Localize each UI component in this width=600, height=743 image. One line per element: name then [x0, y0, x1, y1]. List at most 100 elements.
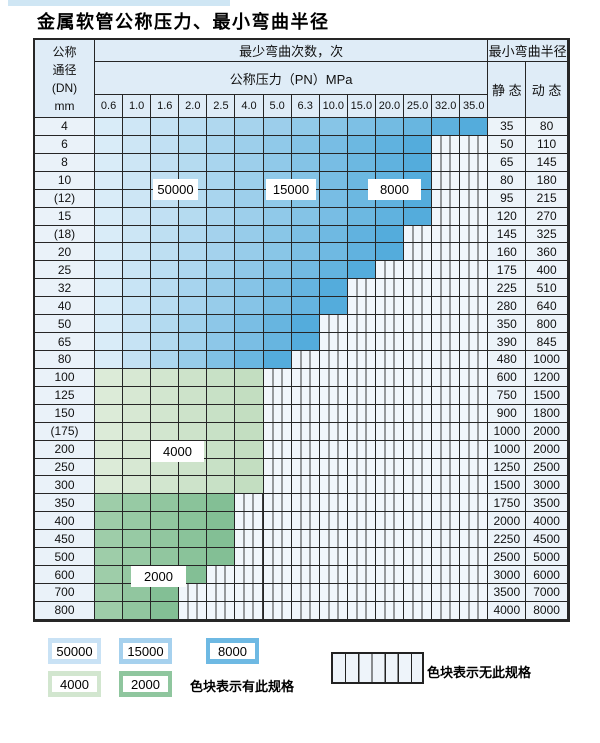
dn-label: 25: [35, 261, 95, 280]
spec-cell: [291, 261, 320, 280]
spec-cell: [235, 207, 264, 226]
spec-cell: [291, 279, 320, 298]
dynamic-value-cell: 1000: [526, 350, 568, 369]
spec-cell: [151, 333, 180, 351]
pressure-header-cell: 25.0: [404, 95, 433, 118]
spec-cell: [95, 440, 124, 459]
dynamic-value-cell: 325: [526, 225, 568, 244]
spec-cell: [179, 153, 208, 172]
cycles-label-8000: 8000: [368, 179, 421, 200]
spec-cell: [347, 207, 376, 226]
spec-cell: [207, 153, 236, 172]
spec-cell: [263, 153, 292, 172]
spec-cell: [291, 422, 320, 441]
spec-cell: [179, 422, 208, 441]
dn-label: 350: [35, 494, 95, 513]
spec-cell: [235, 404, 264, 423]
spec-cell: [123, 153, 152, 172]
page-top-strip: [8, 0, 230, 6]
spec-cell: [123, 386, 152, 405]
spec-cell: [151, 476, 180, 495]
spec-cell: [235, 279, 264, 298]
spec-cell: [95, 368, 124, 387]
legend-swatch-4000: 4000: [48, 671, 101, 697]
spec-cell: [123, 350, 152, 369]
spec-cell: [151, 297, 180, 316]
legend-swatch-15000: 15000: [119, 638, 172, 664]
spec-cell: [291, 601, 320, 620]
spec-cell: [375, 350, 405, 369]
spec-cell: [179, 297, 208, 316]
spec-cell: [432, 189, 461, 208]
spec-cell: [263, 279, 292, 298]
spec-cell: [375, 315, 405, 334]
dynamic-value-cell: 4000: [526, 512, 568, 531]
static-value-cell: 280: [488, 297, 527, 316]
spec-cell: [151, 118, 180, 136]
static-value-cell: 175: [488, 261, 527, 280]
spec-cell: [291, 440, 320, 459]
spec-cell: [404, 333, 433, 351]
spec-cell: [95, 225, 124, 244]
dynamic-value-cell: 2000: [526, 440, 568, 459]
spec-cell: [123, 261, 152, 280]
spec-cell: [291, 243, 320, 262]
spec-cell: [404, 368, 433, 387]
spec-cell: [347, 118, 376, 136]
static-value-cell: 95: [488, 189, 527, 208]
spec-cell: [235, 297, 264, 316]
spec-cell: [404, 386, 433, 405]
spec-cell: [432, 279, 461, 298]
spec-cell: [207, 601, 236, 620]
pressure-header-cell: 15.0: [347, 95, 376, 118]
spec-cell: [291, 350, 320, 369]
spec-cell: [319, 171, 348, 190]
spec-cell: [375, 118, 405, 136]
spec-cell: [95, 279, 124, 298]
spec-cell: [291, 135, 320, 154]
spec-cell: [95, 315, 124, 334]
spec-cell: [123, 225, 152, 244]
spec-cell: [235, 261, 264, 280]
spec-cell: [404, 350, 433, 369]
spec-cell: [347, 368, 376, 387]
spec-cell: [404, 566, 433, 584]
spec-cell: [235, 171, 264, 190]
spec-cell: [375, 404, 405, 423]
spec-cell: [319, 315, 348, 334]
spec-cell: [460, 512, 489, 531]
spec-cell: [123, 512, 152, 531]
spec-cell: [319, 458, 348, 477]
spec-cell: [347, 225, 376, 244]
static-value-cell: 750: [488, 386, 527, 405]
spec-cell: [375, 422, 405, 441]
spec-cell: [179, 404, 208, 423]
spec-cell: [375, 386, 405, 405]
spec-cell: [432, 404, 461, 423]
static-value-cell: 350: [488, 315, 527, 334]
spec-cell: [95, 458, 124, 477]
spec-cell: [207, 350, 236, 369]
spec-cell: [432, 386, 461, 405]
spec-cell: [179, 601, 208, 620]
spec-cell: [235, 153, 264, 172]
spec-cell: [95, 386, 124, 405]
dn-label: 600: [35, 566, 95, 584]
spec-cell: [207, 207, 236, 226]
spec-cell: [375, 297, 405, 316]
dn-label: 40: [35, 297, 95, 316]
dn-label: 200: [35, 440, 95, 459]
spec-cell: [179, 512, 208, 531]
pressure-header-cell: 5.0: [263, 95, 292, 118]
spec-cell: [179, 350, 208, 369]
spec-cell: [460, 476, 489, 495]
spec-cell: [432, 422, 461, 441]
legend-swatch-label: 50000: [52, 643, 97, 659]
dn-label: 6: [35, 135, 95, 154]
spec-cell: [179, 530, 208, 549]
spec-cell: [263, 207, 292, 226]
spec-cell: [404, 601, 433, 620]
spec-cell: [207, 512, 236, 531]
spec-cell: [460, 583, 489, 602]
spec-cell: [207, 189, 236, 208]
